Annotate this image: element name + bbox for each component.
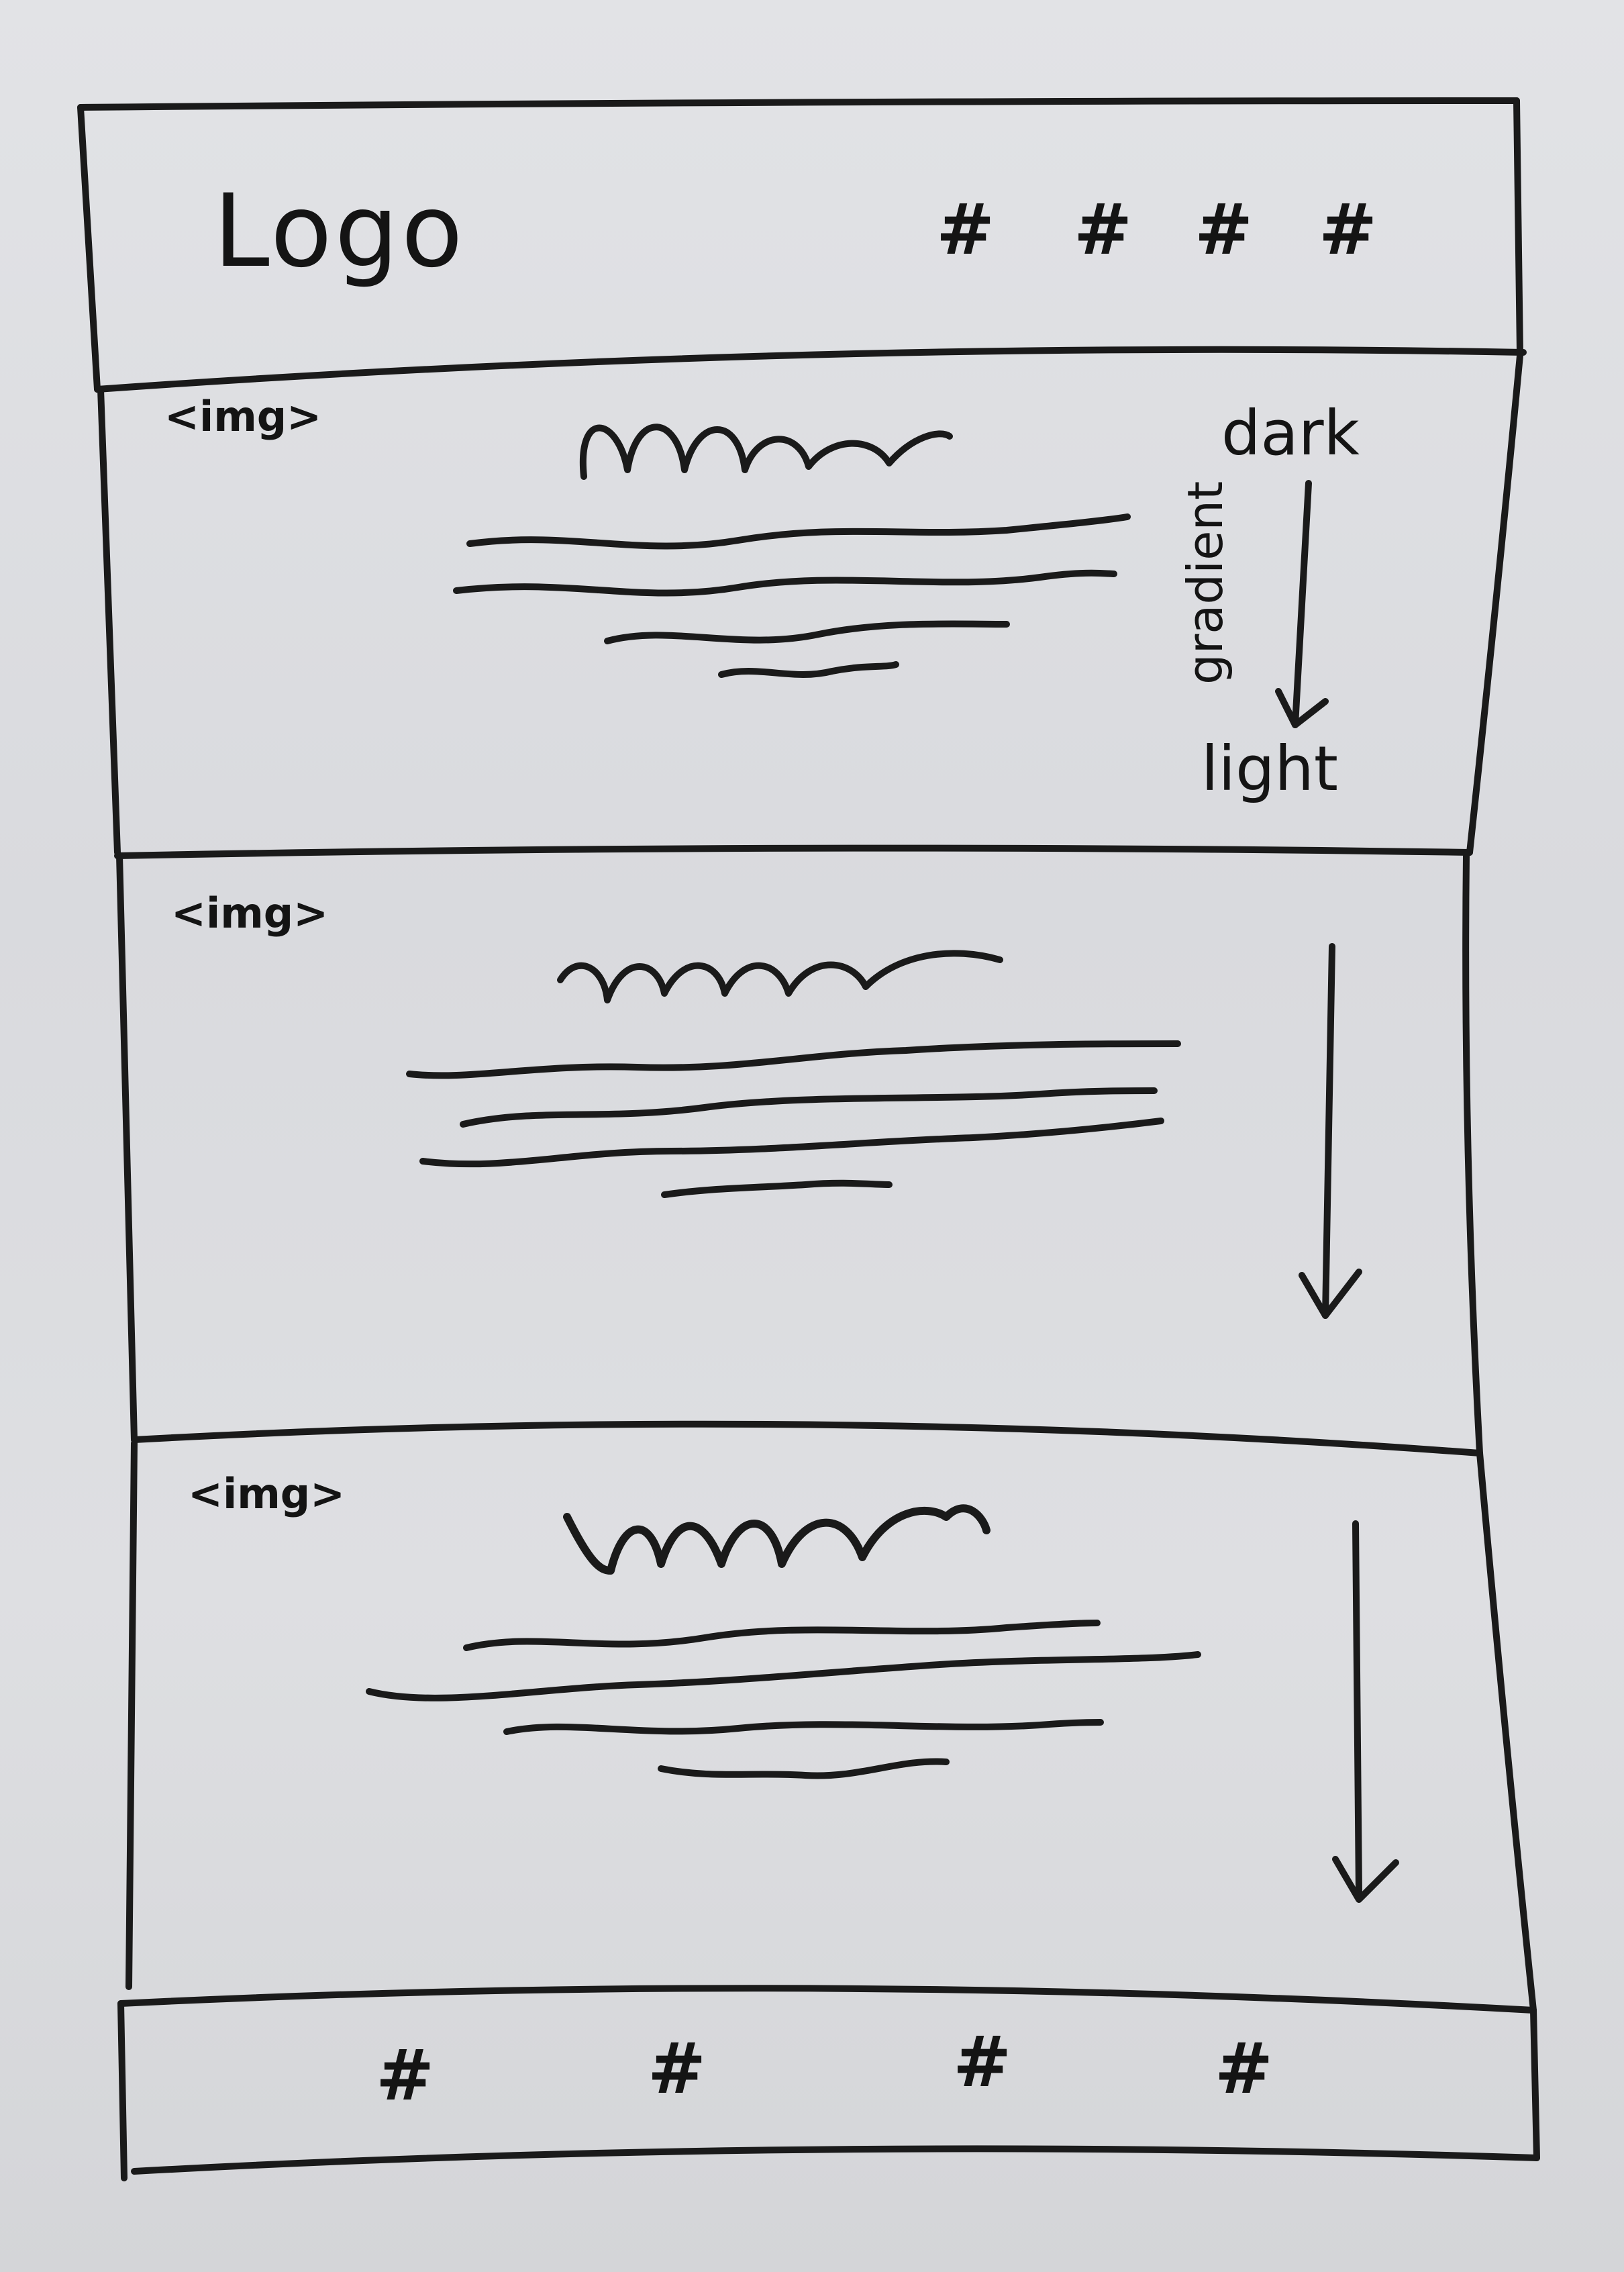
gradient-label: gradient bbox=[1177, 481, 1233, 685]
heading-squiggle-3 bbox=[563, 1504, 991, 1575]
heading-squiggle-2 bbox=[557, 950, 1003, 1003]
section-2-img-placeholder: <img> bbox=[171, 889, 329, 938]
logo[interactable]: Logo bbox=[213, 173, 466, 290]
header-nav-item-2[interactable]: # bbox=[1074, 189, 1133, 270]
header-nav-item-3[interactable]: # bbox=[1195, 189, 1254, 270]
footer-nav-item-1[interactable]: # bbox=[376, 2034, 435, 2116]
footer-nav-item-3[interactable]: # bbox=[953, 2021, 1012, 2103]
section-3-img-placeholder: <img> bbox=[188, 1469, 346, 1518]
gradient-light-label: light bbox=[1201, 733, 1338, 805]
heading-squiggle-1 bbox=[579, 424, 953, 480]
footer-nav-item-4[interactable]: # bbox=[1215, 2028, 1274, 2110]
section-1-img-placeholder: <img> bbox=[164, 392, 322, 441]
footer-nav-item-2[interactable]: # bbox=[648, 2028, 707, 2110]
header-nav-item-1[interactable]: # bbox=[936, 189, 995, 270]
header-nav-item-4[interactable]: # bbox=[1319, 189, 1378, 270]
gradient-dark-label: dark bbox=[1221, 397, 1360, 469]
